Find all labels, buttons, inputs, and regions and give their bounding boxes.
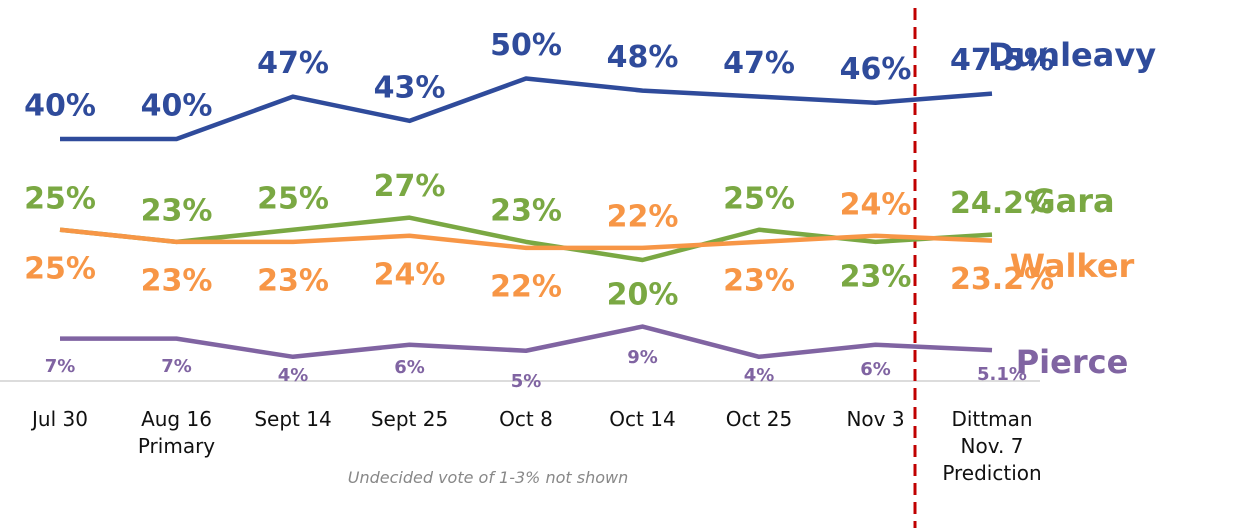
value-label: 20% bbox=[607, 278, 679, 313]
value-label: 25% bbox=[24, 181, 96, 216]
value-label: 23% bbox=[257, 263, 329, 298]
x-tick-label: Jul 30 bbox=[32, 407, 88, 431]
value-label: 24% bbox=[374, 257, 446, 292]
x-tick-label: Oct 8 bbox=[499, 407, 553, 431]
value-label: 46% bbox=[840, 52, 912, 87]
value-label: 22% bbox=[607, 199, 679, 234]
series-line bbox=[59, 227, 993, 251]
series-line bbox=[60, 76, 993, 142]
x-tick-label: Sept 14 bbox=[254, 407, 332, 431]
value-label: 40% bbox=[24, 89, 96, 124]
value-label: 50% bbox=[490, 28, 562, 63]
value-label: 48% bbox=[607, 40, 679, 75]
value-label: 7% bbox=[161, 356, 192, 377]
series-line bbox=[60, 324, 993, 360]
value-label: 23% bbox=[840, 259, 912, 294]
value-label: 6% bbox=[394, 357, 425, 378]
value-label: 24% bbox=[840, 187, 912, 222]
value-label: 6% bbox=[860, 359, 891, 380]
value-label: 23% bbox=[490, 193, 562, 228]
x-tick-label: Sept 25 bbox=[370, 407, 449, 431]
value-label: 4% bbox=[744, 365, 775, 386]
value-label: 47.5% bbox=[950, 43, 1054, 78]
x-tick-label: Oct 25 bbox=[725, 407, 793, 431]
x-tick-label: Dittman Nov. 7 Prediction bbox=[942, 407, 1042, 485]
value-label: 25% bbox=[24, 251, 96, 286]
value-label: 27% bbox=[374, 169, 446, 204]
value-label: 23% bbox=[141, 263, 213, 298]
x-tick-label: Aug 16 Primary bbox=[137, 407, 216, 458]
value-label: 43% bbox=[374, 70, 446, 105]
value-label: 5% bbox=[511, 371, 542, 392]
legend-label: Dunleavy bbox=[988, 36, 1156, 74]
value-label: 4% bbox=[278, 365, 309, 386]
legend-label: Gara bbox=[1029, 182, 1114, 220]
value-label: 23% bbox=[141, 193, 213, 228]
value-label: 23.2% bbox=[950, 262, 1054, 297]
value-label: 24.2% bbox=[950, 186, 1054, 221]
x-tick-label: Oct 14 bbox=[609, 407, 676, 431]
value-label: 22% bbox=[490, 269, 562, 304]
legend-label: Pierce bbox=[1016, 343, 1129, 381]
x-tick-label: Nov 3 bbox=[846, 407, 905, 431]
value-label: 25% bbox=[257, 181, 329, 216]
note: Undecided vote of 1-3% not shown bbox=[347, 468, 629, 487]
value-label: 40% bbox=[141, 89, 213, 124]
value-label: 47% bbox=[257, 46, 329, 81]
value-label: 47% bbox=[723, 46, 795, 81]
legend-label: Walker bbox=[1010, 247, 1135, 285]
value-label: 9% bbox=[627, 347, 658, 368]
value-label: 23% bbox=[723, 263, 795, 298]
value-label: 25% bbox=[723, 181, 795, 216]
value-label: 5.1% bbox=[977, 364, 1027, 385]
value-label: 7% bbox=[45, 356, 76, 377]
